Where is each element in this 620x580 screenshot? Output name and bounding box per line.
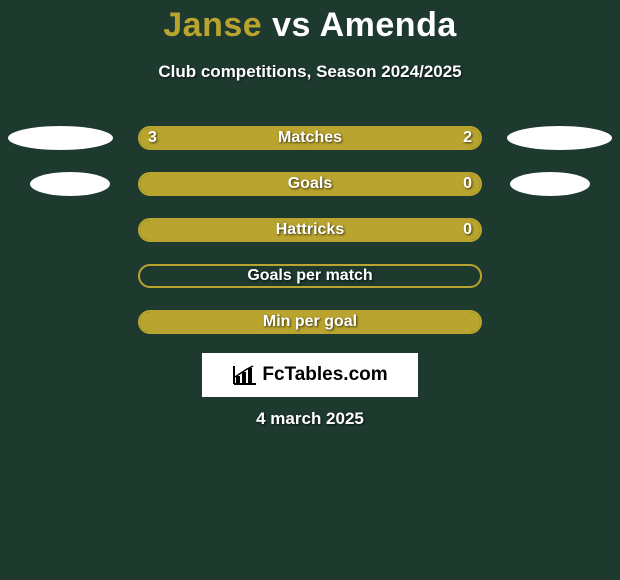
stat-row-goals: Goals 0: [0, 172, 620, 196]
brand-text: FcTables.com: [262, 364, 387, 386]
bar-track: [138, 126, 482, 150]
bar-fill: [140, 174, 480, 194]
title-left-name: Janse: [163, 6, 262, 44]
stat-row-goals-per-match: Goals per match: [0, 264, 620, 288]
bar-chart-icon: [232, 364, 258, 386]
bar-fill: [140, 220, 480, 240]
brand-logo: FcTables.com: [202, 353, 418, 397]
bar-fill: [140, 312, 480, 332]
title-vs: vs: [262, 6, 319, 44]
bar-track: [138, 264, 482, 288]
bar-track: [138, 310, 482, 334]
player-right-marker: [507, 126, 612, 150]
stat-row-matches: 3 Matches 2: [0, 126, 620, 150]
player-left-marker: [30, 172, 110, 196]
bar-track: [138, 218, 482, 242]
stat-row-hattricks: Hattricks 0: [0, 218, 620, 242]
player-right-marker: [510, 172, 590, 196]
stat-row-min-per-goal: Min per goal: [0, 310, 620, 334]
date-label: 4 march 2025: [0, 409, 620, 429]
subtitle: Club competitions, Season 2024/2025: [0, 62, 620, 82]
bar-track: [138, 172, 482, 196]
title-right-name: Amenda: [320, 6, 457, 44]
bar-fill: [140, 128, 480, 148]
player-left-marker: [8, 126, 113, 150]
page-title: Janse vs Amenda: [0, 6, 620, 45]
